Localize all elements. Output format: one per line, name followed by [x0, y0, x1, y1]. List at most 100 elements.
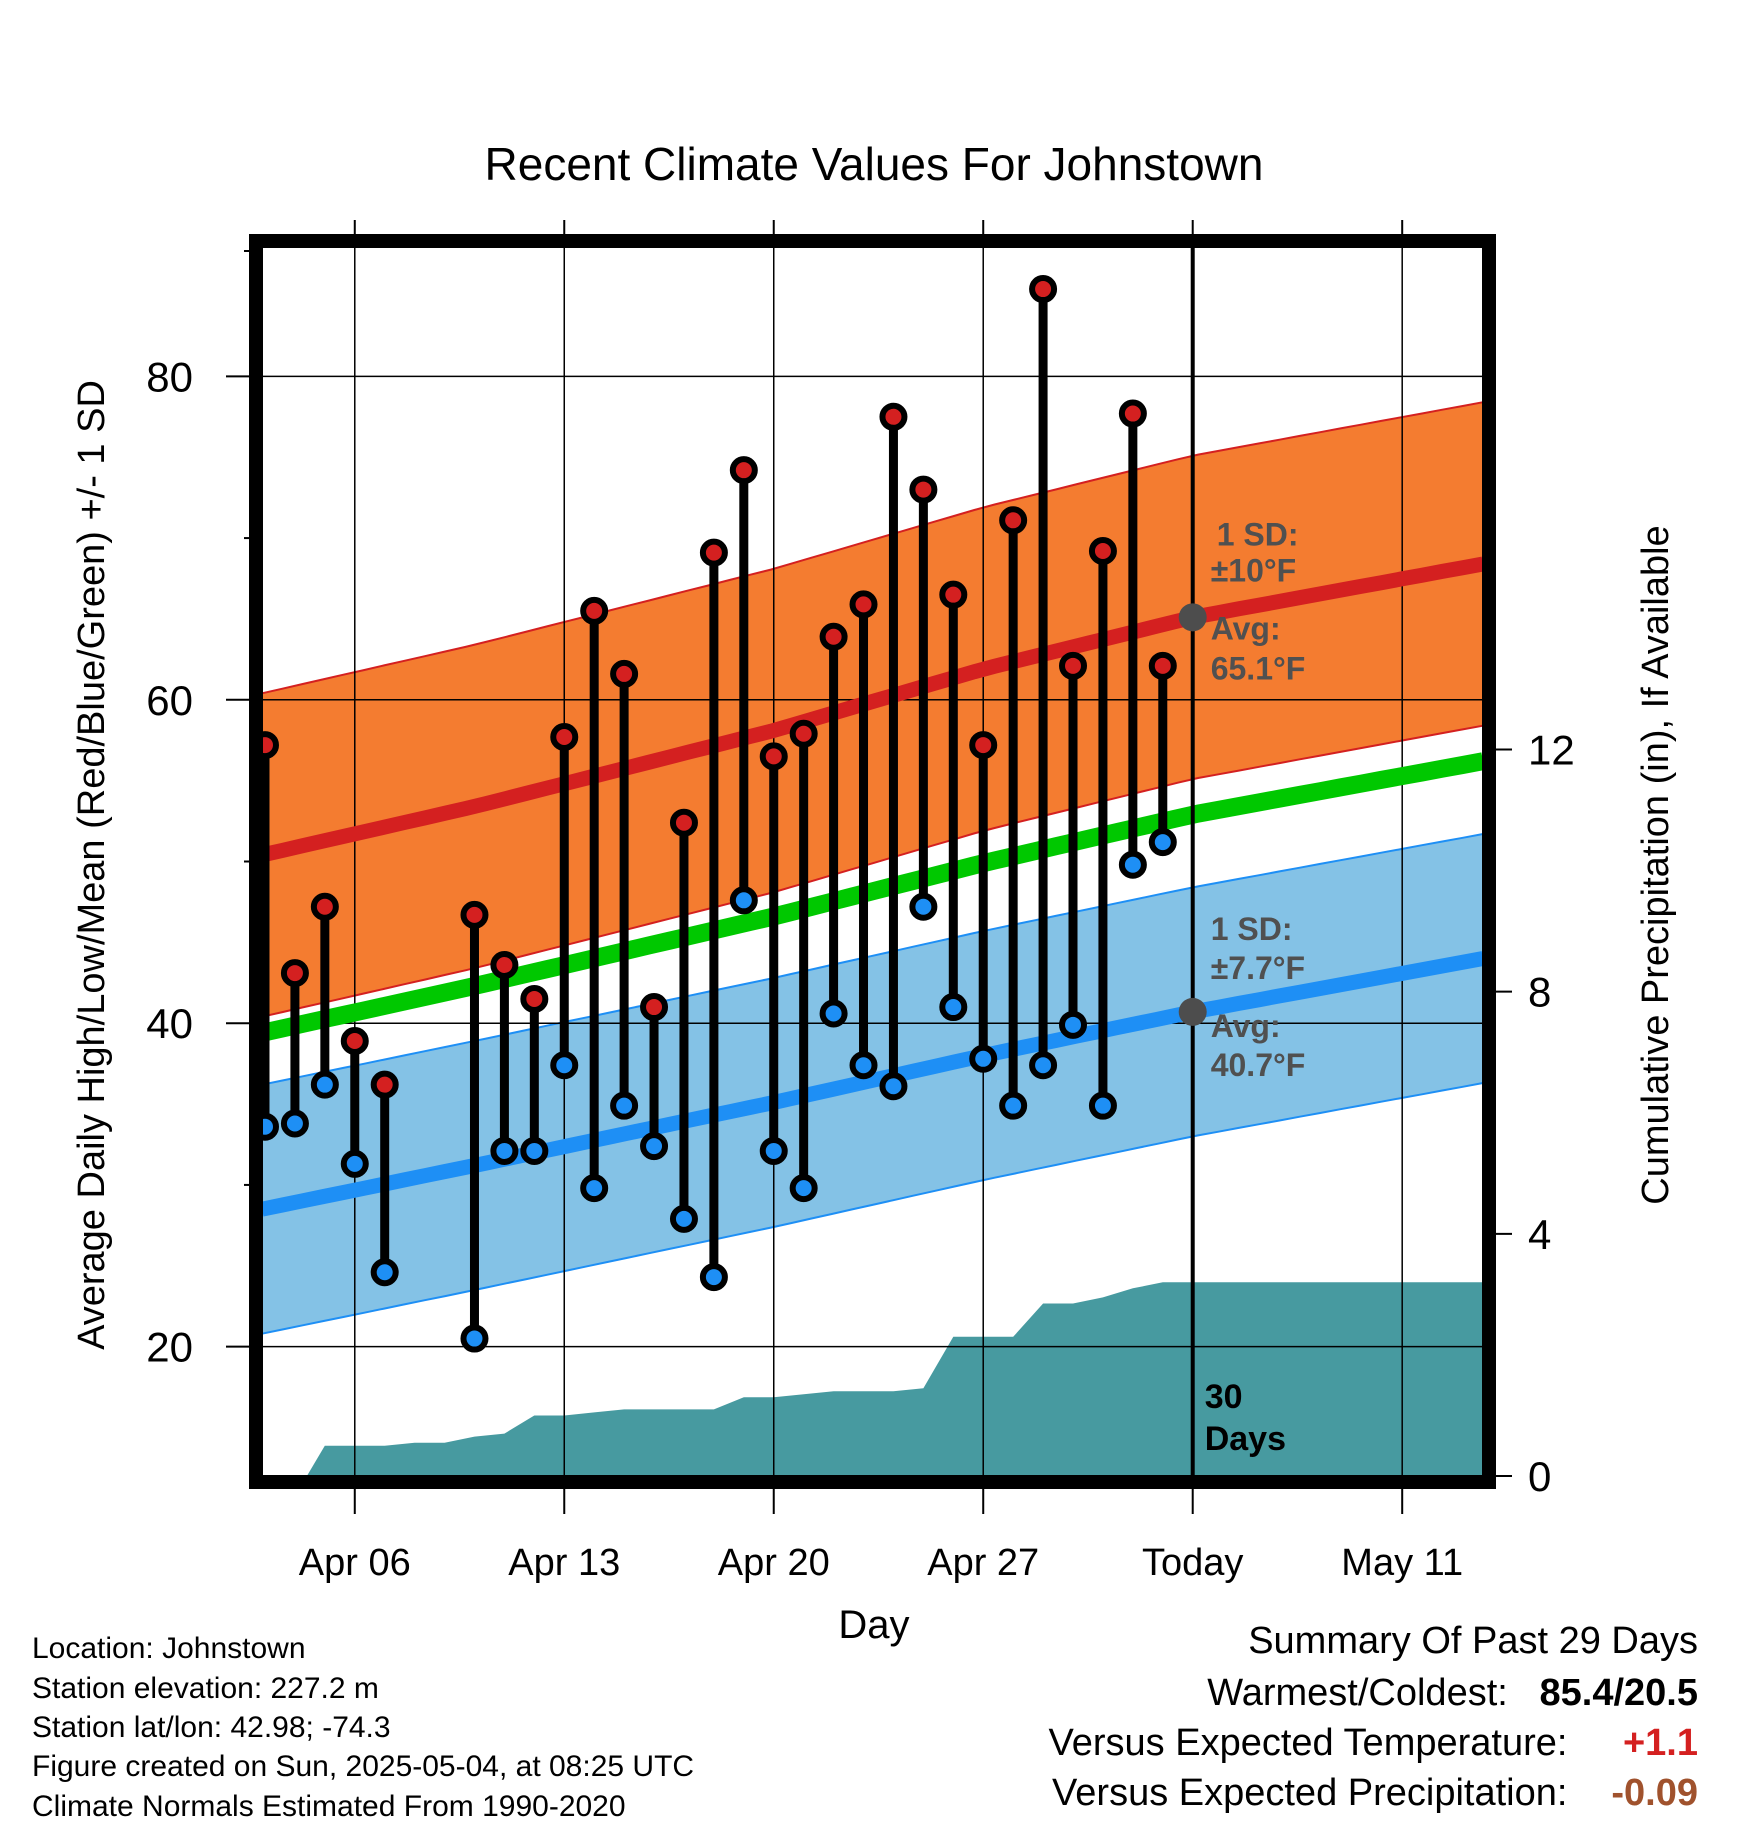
x-tick-label-3: Apr 27 [927, 1542, 1039, 1584]
daily-low-point [729, 886, 758, 915]
daily-low-point [610, 1091, 639, 1120]
daily-low-point [490, 1136, 519, 1165]
daily-high-point [490, 950, 519, 979]
y-tick-label-1: 40 [146, 1000, 193, 1047]
daily-high-point [969, 731, 998, 760]
daily-high-point [999, 506, 1028, 535]
today-high-avg-marker [1178, 603, 1207, 632]
normal-bands [261, 401, 1484, 1335]
y2-tick-label-1: 4 [1528, 1211, 1551, 1258]
low-band-upper-edge [261, 833, 1484, 1086]
daily-low-point [640, 1132, 669, 1161]
daily-high-point [669, 808, 698, 837]
axes: 20 40 60 80 0 4 8 12 Apr 06 Apr 13 Apr 20 Apr 27 Tod… [146, 220, 1575, 1584]
x-tick-label-5: May 11 [1341, 1542, 1463, 1584]
x-tick-label-2: Apr 20 [718, 1542, 830, 1584]
x-tick-label-0: Apr 06 [299, 1542, 411, 1584]
y2-axis-label: Cumulative Precipitation (in), If Availa… [1635, 525, 1677, 1204]
y-tick-label-3: 80 [146, 353, 193, 400]
daily-low-point [879, 1072, 908, 1101]
normal-high-line [260, 556, 1485, 863]
daily-high-point [550, 722, 579, 751]
daily-low-point [1088, 1091, 1117, 1120]
daily-high-point [1088, 537, 1117, 566]
daily-points [250, 275, 1177, 1353]
daily-high-point [610, 659, 639, 688]
daily-high-point [1029, 275, 1058, 304]
chart-title: Recent Climate Values For Johnstown [485, 138, 1264, 190]
low-avg-label: Avg: [1211, 1008, 1281, 1044]
cumulative-precip-area [262, 1282, 1483, 1476]
daily-low-point [1029, 1051, 1058, 1080]
precip-area [262, 1282, 1483, 1476]
daily-high-point [370, 1070, 399, 1099]
summary-precip-value: -0.09 [1611, 1772, 1698, 1814]
daily-low-point [969, 1044, 998, 1073]
low-sd-value: ±7.7°F [1211, 950, 1305, 986]
normal-mean-line [260, 752, 1485, 1042]
y2-tick-label-3: 12 [1528, 726, 1575, 773]
daily-low-point [909, 892, 938, 921]
y-tick-label-2: 60 [146, 677, 193, 724]
normal-lines [260, 556, 1485, 1217]
info-location: Location: Johnstown [32, 1632, 306, 1665]
daily-high-point [310, 892, 339, 921]
daily-high-point [1118, 399, 1147, 428]
daily-low-point [280, 1109, 309, 1138]
summary-temp: Versus Expected Temperature: +1.1 [1049, 1722, 1698, 1765]
daily-high-point [520, 984, 549, 1013]
summary-warm-cold: Warmest/Coldest: 85.4/20.5 [1207, 1672, 1698, 1715]
daily-low-point [819, 999, 848, 1028]
low-band-lower-edge [261, 1082, 1484, 1335]
summary-temp-value: +1.1 [1622, 1722, 1698, 1764]
days-count-number: 30 [1205, 1378, 1243, 1416]
low-sd-label: 1 SD: [1211, 911, 1293, 947]
daily-high-point [819, 622, 848, 651]
daily-low-point [699, 1263, 728, 1292]
daily-high-point [580, 596, 609, 625]
daily-high-point [849, 590, 878, 619]
today-low-avg-marker [1178, 997, 1207, 1026]
info-created: Figure created on Sun, 2025-05-04, at 08… [32, 1750, 695, 1783]
low-avg-value: 40.7°F [1211, 1047, 1306, 1083]
summary-precip: Versus Expected Precipitation: -0.09 [1052, 1772, 1698, 1815]
summary-precip-label: Versus Expected Precipitation: [1052, 1772, 1568, 1814]
days-count-word: Days [1205, 1420, 1286, 1458]
y-axis-label: Average Daily High/Low/Mean (Red/Blue/Gr… [71, 380, 113, 1350]
daily-low-point [1059, 1010, 1088, 1039]
info-elevation: Station elevation: 227.2 m [32, 1672, 379, 1705]
daily-low-point [550, 1051, 579, 1080]
normal-low-line [260, 951, 1485, 1217]
plot-frame [249, 234, 1496, 1489]
high-avg-value: 65.1°F [1211, 650, 1306, 686]
summary-temp-label: Versus Expected Temperature: [1048, 1722, 1568, 1764]
daily-high-point [939, 580, 968, 609]
summary-heading: Summary Of Past 29 Days [1248, 1620, 1698, 1662]
daily-low-point [370, 1258, 399, 1287]
daily-low-point [310, 1070, 339, 1099]
y2-tick-label-2: 8 [1528, 969, 1551, 1016]
daily-low-point [789, 1174, 818, 1203]
daily-high-point [280, 959, 309, 988]
daily-low-point [849, 1051, 878, 1080]
daily-high-point [879, 402, 908, 431]
summary-warm-cold-label: Warmest/Coldest: [1207, 1672, 1508, 1714]
info-normals: Climate Normals Estimated From 1990-2020 [32, 1790, 626, 1823]
summary-warm-cold-value: 85.4/20.5 [1539, 1672, 1698, 1714]
daily-high-point [460, 900, 489, 929]
daily-high-point [1059, 651, 1088, 680]
daily-high-point [909, 475, 938, 504]
high-sd-label: 1 SD: [1217, 516, 1299, 552]
x-tick-label-4: Today [1142, 1542, 1243, 1584]
daily-high-point [1148, 651, 1177, 680]
daily-low-point [340, 1149, 369, 1178]
x-tick-label-1: Apr 13 [508, 1542, 620, 1584]
daily-low-point [1148, 828, 1177, 857]
info-latlon: Station lat/lon: 42.98; -74.3 [32, 1711, 391, 1744]
high-avg-label: Avg: [1211, 610, 1281, 646]
daily-high-point [640, 993, 669, 1022]
daily-low-point [999, 1091, 1028, 1120]
high-band-lower-edge [261, 724, 1484, 1018]
